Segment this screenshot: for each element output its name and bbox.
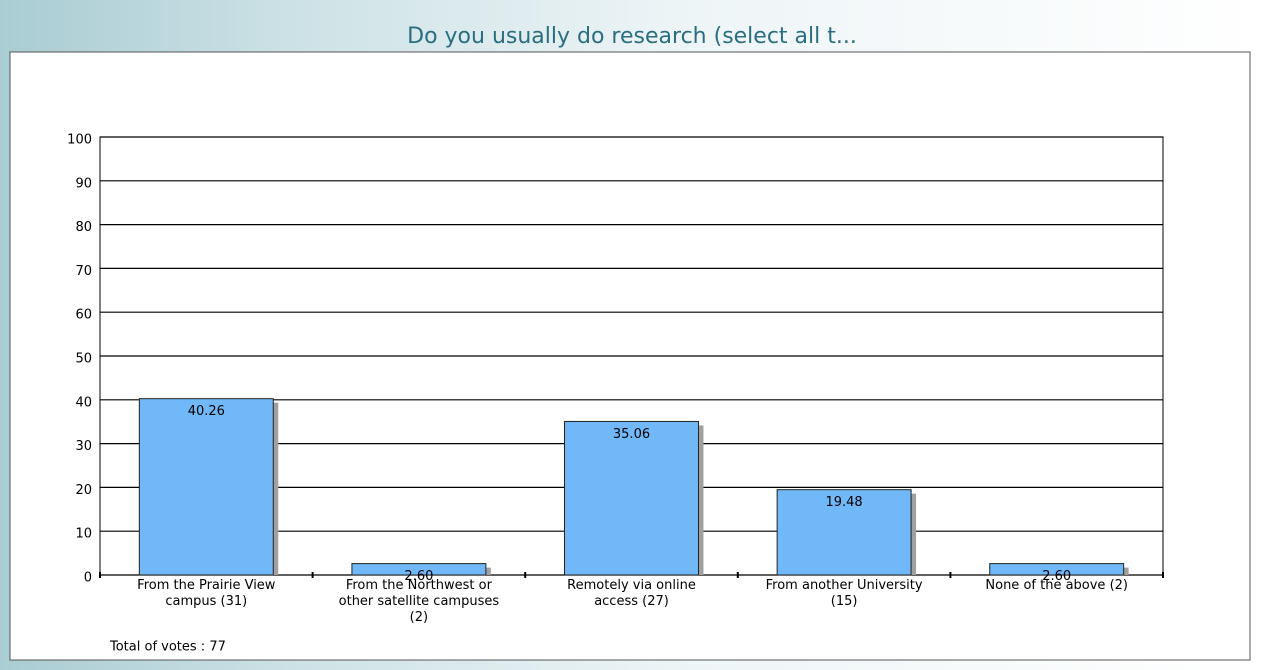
bar [564, 420, 699, 576]
y-tick-label: 50 [75, 352, 92, 367]
y-tick-label: 70 [75, 264, 92, 279]
y-tick-label: 90 [75, 176, 92, 191]
y-tick-label: 10 [75, 527, 92, 542]
chart-title: Do you usually do research (select all t… [407, 24, 857, 49]
y-tick-label: 80 [75, 220, 92, 235]
y-tick-label: 40 [75, 395, 92, 410]
bar [138, 398, 274, 576]
value-label: 35.06 [613, 427, 650, 442]
value-label: 2.60 [404, 569, 433, 584]
x-tick-label: From the Northwest or other satellite ca… [338, 578, 500, 625]
bar [989, 563, 1125, 576]
x-tick-label: Remotely via online access (27) [567, 578, 696, 609]
value-label: 40.26 [188, 404, 225, 419]
y-tick-label: 60 [75, 308, 92, 323]
value-label: 2.60 [1042, 569, 1071, 584]
bar [351, 563, 487, 576]
y-tick-label: 0 [84, 571, 92, 586]
x-tick-label: From the Prairie View campus (31) [137, 578, 276, 609]
bar [776, 489, 912, 576]
x-tick-label: None of the above (2) [985, 578, 1128, 593]
x-tick-label: From another University (15) [765, 578, 923, 609]
y-tick-label: 30 [75, 439, 92, 454]
value-label: 19.48 [825, 495, 862, 510]
y-tick-label: 100 [67, 133, 92, 148]
footer: Total of votes : 77 [109, 640, 226, 655]
y-tick-label: 20 [75, 483, 92, 498]
